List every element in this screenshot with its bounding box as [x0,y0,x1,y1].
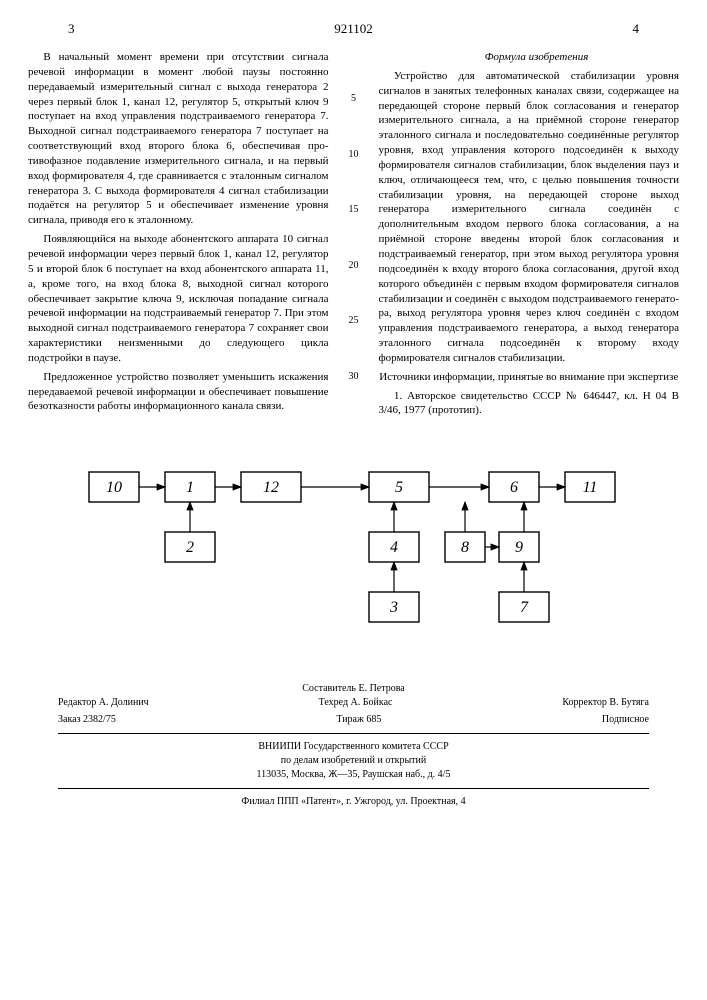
text-columns: В начальный момент времени при от­сутств… [28,50,679,422]
diagram-label-7: 7 [520,599,529,616]
line-marker: 20 [349,259,359,273]
line-number-gutter: 5 10 15 20 25 30 [347,50,361,422]
page-number-left: 3 [68,20,75,38]
line-marker: 30 [349,370,359,384]
diagram-svg: 101125611248937 [69,452,639,642]
footer-techred: Техред А. Бойкас [319,696,393,710]
paragraph: В начальный момент времени при от­сутств… [28,50,329,228]
diagram-label-4: 4 [390,539,398,556]
footer-editor: Редактор А. Долинич [58,696,149,710]
footer-tirage: Тираж 685 [336,713,381,727]
diagram-label-8: 8 [461,539,469,556]
footer-addr2: Филиал ППП «Патент», г. Ужгород, ул. Про… [28,795,679,809]
line-marker: 5 [351,92,356,106]
footer-addr1: 113035, Москва, Ж—35, Раушская наб., д. … [28,768,679,782]
diagram-label-2: 2 [186,539,194,556]
paragraph: 1. Авторское свидетельство СССР № 646447… [379,389,680,419]
footer-corrector: Корректор В. Бутяга [562,696,649,710]
line-marker: 25 [349,314,359,328]
diagram-label-11: 11 [582,479,597,496]
column-left: В начальный момент времени при от­сутств… [28,50,329,422]
footer: Составитель Е. Петрова Редактор А. Долин… [28,682,679,809]
divider [58,788,649,789]
diagram-label-9: 9 [515,539,523,556]
paragraph: Появляющийся на выходе абонентского аппа… [28,232,329,366]
footer-composer: Составитель Е. Петрова [28,682,679,696]
diagram-label-1: 1 [186,479,194,496]
diagram-label-12: 12 [263,479,279,496]
footer-order: Заказ 2382/75 [58,713,116,727]
divider [58,733,649,734]
page-header: 3 921102 4 [28,20,679,44]
footer-dept: по делам изобретений и открытий [28,754,679,768]
document-number: 921102 [28,20,679,38]
line-marker: 15 [349,203,359,217]
diagram-label-6: 6 [510,479,518,496]
page-number-right: 4 [633,20,640,38]
paragraph: Устройство для автоматической стабили­за… [379,69,680,366]
diagram-label-10: 10 [106,479,122,496]
paragraph: Предложенное устройство позволяет уменьш… [28,370,329,415]
claim-title: Формула изобретения [379,50,680,65]
diagram-label-5: 5 [395,479,403,496]
column-right: Формула изобретения Устройство для автом… [379,50,680,422]
block-diagram: 101125611248937 [28,452,679,642]
line-marker: 10 [349,148,359,162]
footer-subscription: Подписное [602,713,649,727]
diagram-label-3: 3 [389,599,398,616]
paragraph: Источники информации, принятые во вниман… [379,370,680,385]
footer-org: ВНИИПИ Государственного комитета СССР [28,740,679,754]
